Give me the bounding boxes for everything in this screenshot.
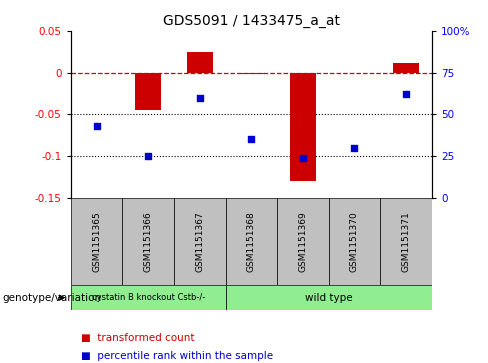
Point xyxy=(350,145,358,151)
Bar xyxy=(135,73,161,110)
Point xyxy=(144,153,152,159)
Title: GDS5091 / 1433475_a_at: GDS5091 / 1433475_a_at xyxy=(163,15,340,28)
Text: ■  percentile rank within the sample: ■ percentile rank within the sample xyxy=(81,351,273,361)
Point xyxy=(196,95,203,101)
Bar xyxy=(329,198,380,285)
Bar xyxy=(290,73,316,181)
Bar xyxy=(239,73,264,74)
Bar xyxy=(380,198,432,285)
Bar xyxy=(71,285,225,310)
Bar xyxy=(225,198,277,285)
Text: GSM1151369: GSM1151369 xyxy=(298,211,307,272)
Point xyxy=(247,136,255,142)
Text: GSM1151368: GSM1151368 xyxy=(247,211,256,272)
Bar xyxy=(277,198,329,285)
Bar xyxy=(174,198,225,285)
Text: cystatin B knockout Cstb-/-: cystatin B knockout Cstb-/- xyxy=(92,293,205,302)
Text: GSM1151367: GSM1151367 xyxy=(195,211,204,272)
Bar xyxy=(187,52,213,73)
Text: wild type: wild type xyxy=(305,293,352,303)
Point xyxy=(402,91,410,97)
Text: GSM1151370: GSM1151370 xyxy=(350,211,359,272)
Text: ■  transformed count: ■ transformed count xyxy=(81,333,194,343)
Bar xyxy=(225,285,432,310)
Text: genotype/variation: genotype/variation xyxy=(2,293,102,303)
Text: GSM1151365: GSM1151365 xyxy=(92,211,101,272)
Text: GSM1151371: GSM1151371 xyxy=(402,211,410,272)
Bar xyxy=(71,198,122,285)
Text: GSM1151366: GSM1151366 xyxy=(143,211,153,272)
Bar xyxy=(122,198,174,285)
Bar xyxy=(393,62,419,73)
Point xyxy=(299,155,307,161)
Point xyxy=(93,123,101,129)
